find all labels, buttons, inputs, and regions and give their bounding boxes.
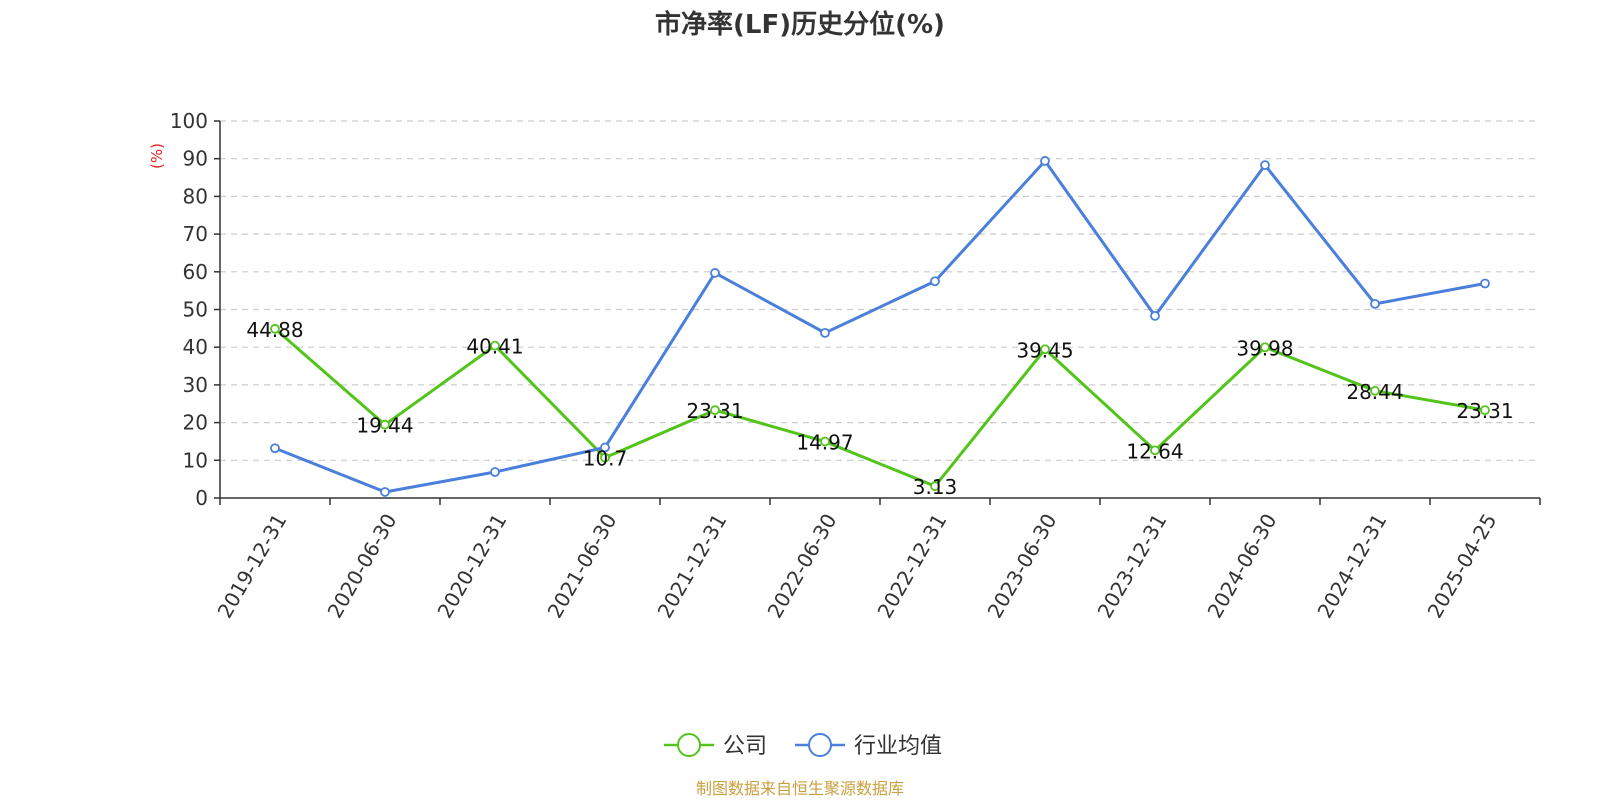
data-label: 39.98 — [1236, 336, 1293, 360]
series-layer — [270, 156, 1490, 497]
legend-label: 行业均值 — [854, 734, 942, 759]
y-tick-label: 100 — [170, 109, 208, 133]
data-point[interactable] — [930, 276, 940, 287]
data-point[interactable] — [600, 442, 610, 453]
x-tick-label: 2024-12-31 — [1313, 510, 1392, 623]
data-point[interactable] — [380, 487, 390, 497]
y-tick-label: 10 — [183, 448, 208, 472]
data-label: 23.31 — [686, 399, 743, 423]
data-label: 12.64 — [1126, 439, 1183, 463]
y-axis-label: (%) — [148, 143, 166, 169]
data-point[interactable] — [1150, 311, 1160, 321]
data-point[interactable] — [490, 340, 500, 351]
data-point[interactable] — [1370, 385, 1380, 396]
x-tick-label: 2021-06-30 — [543, 510, 622, 623]
y-tick-label: 70 — [183, 222, 208, 246]
data-point[interactable] — [820, 327, 830, 338]
x-tick-label: 2024-06-30 — [1203, 510, 1282, 623]
y-tick-label: 90 — [183, 147, 208, 171]
data-point[interactable] — [1370, 298, 1380, 309]
legend[interactable]: 公司 行业均值 — [664, 733, 942, 759]
x-tick-label: 2025-04-25 — [1423, 510, 1502, 623]
data-label: 39.45 — [1016, 338, 1073, 362]
data-point[interactable] — [1260, 342, 1270, 353]
data-label: 3.13 — [913, 475, 958, 499]
data-label: 19.44 — [356, 414, 413, 438]
y-tick-label: 80 — [183, 184, 208, 208]
data-point[interactable] — [1480, 405, 1490, 416]
chart-title: 市净率(LF)历史分位(%) — [655, 9, 945, 40]
y-tick-label: 30 — [183, 373, 208, 397]
data-label: 40.41 — [466, 335, 523, 359]
x-tick-label: 2019-12-31 — [213, 510, 292, 623]
x-tick-label: 2021-12-31 — [653, 510, 732, 623]
series-line-1 — [274, 159, 1486, 494]
source-note: 制图数据来自恒生聚源数据库 — [696, 779, 904, 798]
data-label: 28.44 — [1346, 380, 1403, 404]
data-point[interactable] — [270, 323, 280, 334]
data-label: 23.31 — [1456, 399, 1513, 423]
axes: 0 10 20 30 40 50 60 70 80 90 100 2019-12-31 2020-06-… — [170, 109, 1541, 623]
legend-item-0[interactable]: 公司 — [664, 733, 767, 759]
data-point[interactable] — [490, 467, 500, 477]
y-tick-label: 50 — [183, 298, 208, 322]
gridlines — [220, 120, 1540, 461]
data-point[interactable] — [930, 481, 940, 492]
legend-marker — [677, 733, 701, 757]
data-point[interactable] — [1480, 278, 1490, 289]
x-tick-label: 2020-12-31 — [433, 510, 512, 623]
data-point[interactable] — [820, 436, 830, 447]
series-line-0 — [274, 327, 1486, 488]
x-tick-label: 2023-06-30 — [983, 510, 1062, 623]
x-tick-label: 2022-12-31 — [873, 510, 952, 623]
data-label: 44.88 — [246, 318, 303, 342]
legend-label: 公司 — [723, 734, 767, 759]
data-point[interactable] — [600, 452, 610, 463]
y-tick-label: 0 — [195, 486, 208, 510]
data-point[interactable] — [1260, 160, 1270, 171]
data-label: 10.7 — [583, 447, 628, 471]
data-point[interactable] — [1040, 344, 1050, 355]
data-labels: 44.88 19.44 40.41 10.7 23.31 14.97 3.13 39.45 12… — [246, 318, 1513, 499]
data-point[interactable] — [710, 405, 720, 416]
legend-marker — [808, 733, 833, 757]
data-point[interactable] — [1150, 445, 1160, 456]
y-tick-label: 60 — [183, 260, 208, 284]
data-point[interactable] — [1040, 156, 1050, 166]
data-point[interactable] — [270, 443, 280, 454]
data-point[interactable] — [710, 268, 720, 278]
x-tick-label: 2023-12-31 — [1093, 510, 1172, 623]
x-tick-label: 2022-06-30 — [763, 510, 842, 623]
data-point[interactable] — [380, 419, 390, 430]
x-tick-label: 2020-06-30 — [323, 510, 402, 623]
data-label: 14.97 — [796, 431, 853, 455]
legend-item-1[interactable]: 行业均值 — [795, 733, 942, 759]
y-tick-label: 40 — [183, 335, 208, 359]
y-tick-label: 20 — [183, 411, 208, 435]
